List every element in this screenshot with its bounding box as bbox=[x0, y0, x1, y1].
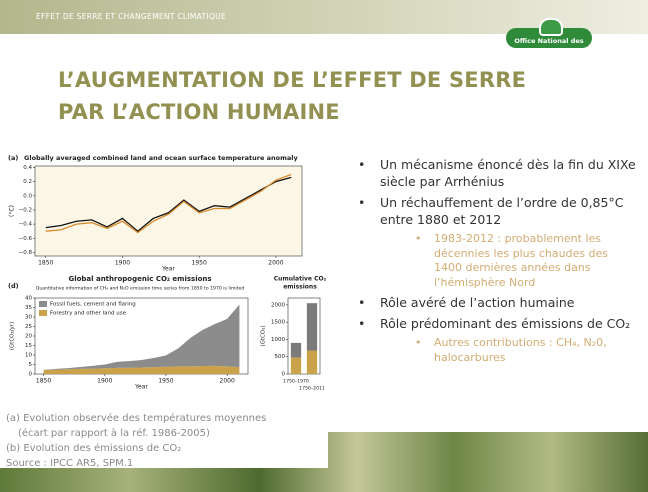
x-tick-label: 1950 bbox=[192, 260, 207, 267]
y-tick-label: 0.2 bbox=[23, 179, 32, 185]
slide-title: L’AUGMENTATION DE L’EFFET DE SERRE bbox=[58, 68, 526, 92]
panel-title: emissions bbox=[283, 284, 317, 291]
y-tick-label: 15 bbox=[25, 343, 32, 349]
x-tick-label: 1950 bbox=[158, 378, 173, 385]
x-tick-label: 1850 bbox=[36, 378, 51, 385]
y-tick-label: 30 bbox=[25, 315, 32, 321]
y-tick-label: 25 bbox=[25, 324, 32, 330]
panel-title: Global anthropogenic CO₂ emissions bbox=[68, 275, 211, 283]
caption: (b) Evolution des émissions de CO₂ bbox=[6, 443, 181, 454]
y-tick-label: −0.6 bbox=[19, 236, 33, 242]
x-axis-label: Year bbox=[161, 266, 175, 273]
logo-tree bbox=[539, 18, 563, 36]
y-tick-label: 1500 bbox=[271, 320, 285, 326]
y-axis-label: (GtCO₂) bbox=[261, 325, 267, 346]
y-tick-label: 35 bbox=[25, 305, 32, 311]
cumulative-bar bbox=[291, 357, 301, 374]
x-axis-label: Year bbox=[134, 384, 148, 391]
caption: (a) Evolution observée des températures … bbox=[6, 413, 266, 424]
x-tick-label: 1750–1970 bbox=[283, 379, 309, 385]
sub-bullet: 1983-2012 : probablement les décennies l… bbox=[434, 232, 624, 290]
x-tick-label: 2000 bbox=[268, 260, 283, 267]
slide-title: PAR L’ACTION HUMAINE bbox=[58, 100, 340, 124]
cumulative-bar bbox=[307, 351, 317, 374]
bullet: Un réchauffement de l’ordre de 0,85°C en… bbox=[380, 194, 642, 228]
y-tick-label: 500 bbox=[275, 354, 286, 360]
y-tick-label: 0 bbox=[282, 372, 286, 378]
y-axis-label: (GtCO₂/yr) bbox=[10, 322, 16, 350]
x-tick-label: 1750–2011 bbox=[299, 386, 325, 392]
legend-swatch bbox=[39, 301, 47, 307]
y-tick-label: 0.4 bbox=[23, 165, 32, 171]
cumulative-bar bbox=[291, 343, 301, 358]
x-tick-label: 1900 bbox=[115, 260, 130, 267]
panel-label: (d) bbox=[8, 282, 19, 290]
y-tick-label: −0.2 bbox=[19, 207, 32, 213]
panel-title: Globally averaged combined land and ocea… bbox=[24, 154, 298, 162]
y-axis-label: (°C) bbox=[9, 205, 16, 217]
legend-label: Forestry and other land use bbox=[50, 311, 127, 317]
panel-label: (a) bbox=[8, 154, 18, 162]
slide: {"header": {"section": "EFFET DE SERRE E… bbox=[0, 0, 648, 492]
x-tick-label: 1900 bbox=[97, 378, 112, 385]
sub-bullet: Autres contributions : CH₄, N₂0, halocar… bbox=[434, 336, 624, 365]
plot-frame bbox=[35, 166, 302, 256]
x-tick-label: 1850 bbox=[38, 260, 53, 267]
bullet: Rôle prédominant des émissions de CO₂ bbox=[380, 315, 642, 332]
legend-swatch bbox=[39, 310, 47, 316]
x-tick-label: 2000 bbox=[220, 378, 235, 385]
section-label: EFFET DE SERRE ET CHANGEMENT CLIMATIQUE bbox=[36, 12, 226, 21]
caption: Source : IPCC AR5, SPM.1 bbox=[6, 458, 133, 469]
figure: (a) Globally averaged combined land and o… bbox=[0, 148, 330, 410]
bullet: Un mécanisme énoncé dès la fin du XIXe s… bbox=[380, 156, 642, 190]
y-tick-label: 20 bbox=[25, 334, 32, 340]
cumulative-bar bbox=[307, 303, 317, 350]
y-tick-label: 5 bbox=[29, 362, 33, 368]
caption: (écart par rapport à la réf. 1986-2005) bbox=[18, 428, 210, 439]
y-tick-label: −0.8 bbox=[19, 250, 33, 256]
y-tick-label: 0 bbox=[29, 372, 33, 378]
y-tick-label: 10 bbox=[25, 353, 32, 359]
y-tick-label: 1000 bbox=[271, 337, 285, 343]
legend-label: Fossil fuels, cement and flaring bbox=[50, 302, 136, 308]
y-tick-label: 40 bbox=[25, 296, 32, 302]
bullet: Rôle avéré de l’action humaine bbox=[380, 294, 642, 311]
panel-subtitle: Quantitative information of CH₄ and N₂O … bbox=[36, 286, 245, 292]
y-tick-label: 2000 bbox=[271, 302, 285, 308]
y-tick-label: −0.4 bbox=[19, 222, 33, 228]
y-tick-label: 0.0 bbox=[23, 193, 32, 199]
panel-title: Cumulative CO₂ bbox=[274, 276, 327, 283]
